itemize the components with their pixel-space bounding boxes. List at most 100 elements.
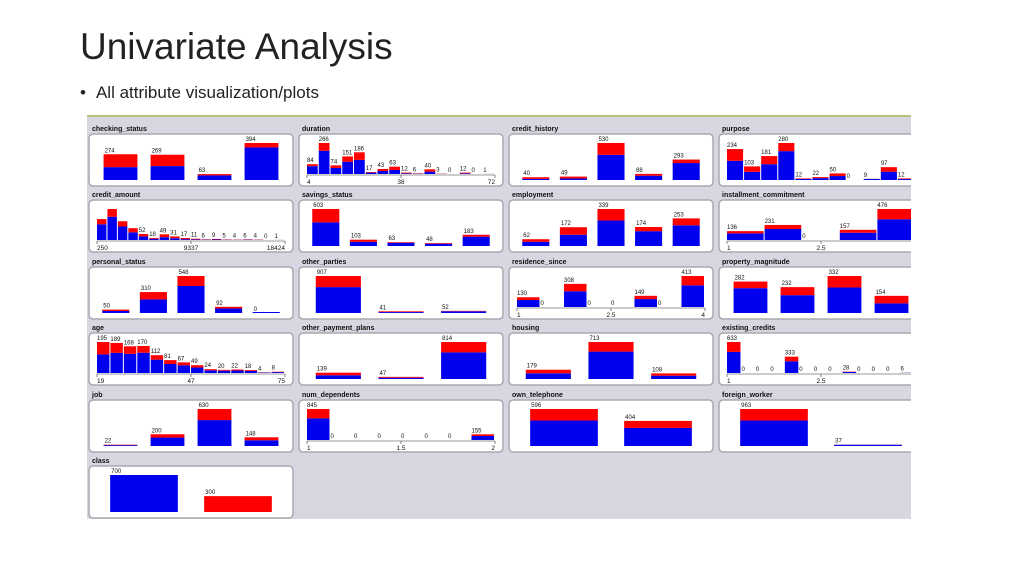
- bar-red: [744, 166, 761, 172]
- bar-red: [307, 164, 318, 167]
- bar-count-label: 6: [413, 167, 417, 173]
- bar-blue: [138, 236, 149, 240]
- bar-count-label: 157: [840, 224, 851, 230]
- bar-blue: [389, 169, 400, 174]
- bar-blue: [839, 232, 877, 240]
- bar-count-label: 22: [812, 171, 819, 177]
- bar-blue: [231, 370, 244, 373]
- bar-count-label: 200: [152, 428, 163, 434]
- bar-count-label: 50: [830, 167, 837, 173]
- bar-count-label: 49: [561, 171, 568, 177]
- bar-count-label: 1: [483, 168, 487, 174]
- bar-count-label: 0: [799, 367, 803, 373]
- bar-blue: [271, 372, 284, 373]
- bar-blue: [727, 233, 764, 240]
- bar-blue: [522, 178, 550, 180]
- bar-blue: [330, 167, 342, 174]
- bar-blue: [102, 310, 130, 313]
- axis-tick-label: 75: [278, 378, 286, 385]
- bar-count-label: 74: [331, 159, 338, 165]
- bar-blue: [829, 176, 846, 180]
- attribute-name: credit_amount: [92, 192, 141, 199]
- bar-blue: [170, 238, 180, 240]
- bar-blue: [139, 299, 167, 313]
- bar-red: [459, 172, 471, 174]
- bar-count-label: 181: [761, 150, 772, 156]
- histogram-personal_status: personal_status 50 310 548 92 0: [88, 259, 294, 320]
- bar-red: [180, 238, 190, 240]
- bar-count-label: 183: [464, 229, 475, 235]
- attribute-name: existing_credits: [722, 325, 775, 332]
- bar-count-label: 963: [741, 403, 752, 409]
- bar-count-label: 81: [164, 354, 171, 360]
- bar-count-label: 0: [886, 367, 890, 373]
- bar-count-label: 0: [254, 307, 258, 313]
- bar-blue: [530, 420, 598, 446]
- bar-count-label: 713: [589, 336, 600, 342]
- bar-red: [784, 356, 799, 362]
- bar-red: [795, 178, 812, 179]
- bar-count-label: 0: [541, 301, 545, 307]
- bar-count-label: 332: [829, 270, 840, 276]
- bar-blue: [812, 178, 829, 180]
- bar-red: [635, 173, 663, 176]
- axis-tick-label: 2.5: [816, 378, 825, 385]
- bar-blue: [681, 285, 704, 307]
- bar-count-label: 0: [401, 434, 405, 440]
- bar-count-label: 0: [611, 301, 615, 307]
- bar-red: [530, 409, 598, 421]
- bar-blue: [378, 312, 424, 313]
- bar-red: [103, 154, 138, 168]
- histogram-num_dependents: num_dependents 845 0 0 0 0 0 0 155 1 1.5 2: [298, 392, 504, 453]
- bar-count-label: 22: [231, 364, 238, 370]
- bar-count-label: 253: [674, 212, 685, 218]
- axis-tick-label: 1: [517, 312, 521, 319]
- bar-red: [204, 496, 272, 512]
- axis-tick-label: 2.5: [606, 312, 615, 319]
- bar-red: [177, 276, 205, 286]
- bar-blue: [780, 295, 815, 313]
- bar-red: [517, 297, 540, 300]
- bar-count-label: 0: [448, 434, 452, 440]
- bar-count-label: 108: [652, 367, 663, 373]
- bar-count-label: 49: [160, 228, 167, 234]
- bar-count-label: 3: [436, 168, 440, 174]
- bar-count-label: 154: [876, 290, 887, 296]
- bar-red: [425, 243, 453, 244]
- bar-count-label: 31: [170, 230, 177, 236]
- bar-red: [378, 376, 424, 378]
- bar-red: [839, 229, 877, 233]
- bar-blue: [778, 151, 795, 180]
- bar-red: [624, 420, 692, 428]
- attribute-name: num_dependents: [302, 392, 360, 399]
- bar-blue: [150, 166, 185, 180]
- bar-count-label: 24: [204, 363, 211, 369]
- attribute-name: credit_history: [512, 126, 558, 133]
- bar-count-label: 845: [307, 403, 318, 409]
- bar-count-label: 269: [152, 149, 163, 155]
- bar-red: [150, 434, 185, 438]
- bar-count-label: 404: [625, 415, 636, 421]
- attribute-name: own_telephone: [512, 392, 563, 399]
- bar-count-label: 293: [674, 154, 685, 160]
- bar-blue: [365, 172, 377, 174]
- bar-red: [778, 143, 795, 152]
- histogram-other_payment_plans: other_payment_plans 139 47 814: [298, 325, 504, 386]
- bar-count-label: 97: [881, 161, 888, 167]
- bar-blue: [795, 178, 812, 180]
- bar-red: [217, 369, 231, 371]
- bar-red: [727, 342, 741, 352]
- bar-blue: [401, 173, 412, 174]
- histogram-housing: housing 179 713 108: [508, 325, 714, 386]
- bar-blue: [761, 164, 778, 180]
- bar-red: [525, 369, 571, 374]
- bar-count-label: 0: [847, 174, 851, 180]
- bar-red: [740, 409, 808, 421]
- attribute-name: savings_status: [302, 192, 353, 199]
- bar-red: [672, 218, 700, 226]
- bar-red: [559, 176, 587, 179]
- bar-red: [97, 342, 110, 355]
- bar-count-label: 0: [425, 434, 429, 440]
